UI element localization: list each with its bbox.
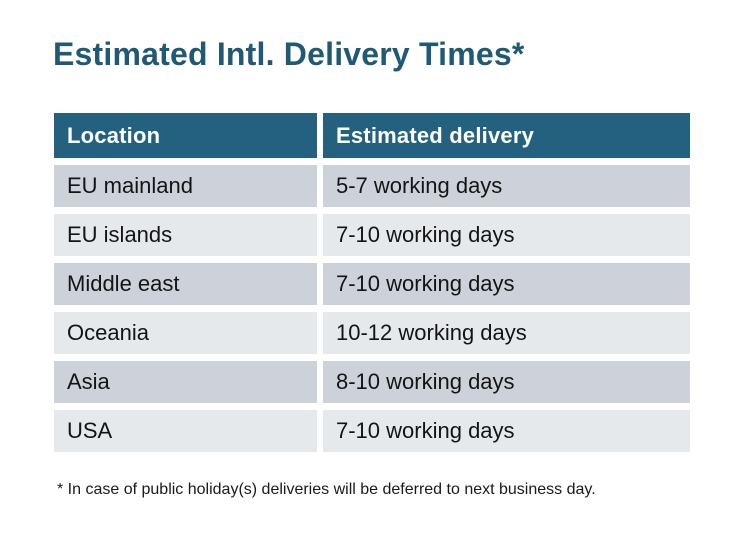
column-header-estimated-delivery: Estimated delivery — [323, 113, 690, 158]
table-cell-delivery: 7-10 working days — [323, 214, 690, 256]
table-cell-delivery: 8-10 working days — [323, 361, 690, 403]
column-header-location: Location — [54, 113, 317, 158]
footnote: * In case of public holiday(s) deliverie… — [57, 481, 596, 498]
page-title: Estimated Intl. Delivery Times* — [53, 36, 525, 72]
table-cell-delivery: 7-10 working days — [323, 263, 690, 305]
table-cell-delivery: 7-10 working days — [323, 410, 690, 452]
table-cell-location: USA — [54, 410, 317, 452]
table-cell-location: EU islands — [54, 214, 317, 256]
delivery-times-table: Location Estimated delivery EU mainland … — [54, 113, 690, 452]
table-cell-delivery: 5-7 working days — [323, 165, 690, 207]
table-cell-location: Oceania — [54, 312, 317, 354]
table-cell-location: Middle east — [54, 263, 317, 305]
table-cell-delivery: 10-12 working days — [323, 312, 690, 354]
table-cell-location: Asia — [54, 361, 317, 403]
table-cell-location: EU mainland — [54, 165, 317, 207]
